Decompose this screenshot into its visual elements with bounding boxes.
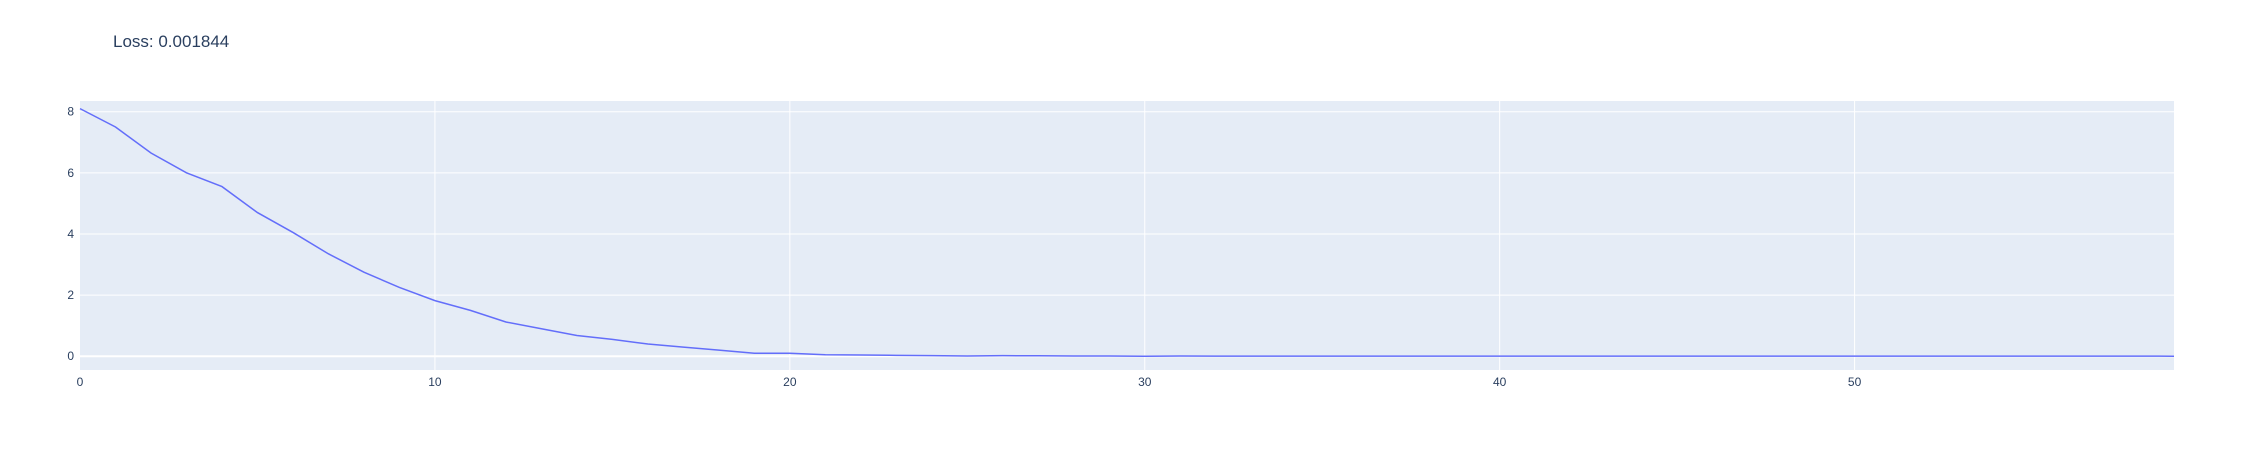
x-tick-label: 30: [1138, 375, 1152, 389]
x-tick-label: 0: [77, 375, 84, 389]
x-tick-label: 20: [783, 375, 797, 389]
plot-background: [80, 101, 2174, 370]
x-tick-label: 10: [428, 375, 442, 389]
loss-line: [79, 107, 2175, 357]
y-tick-label: 4: [67, 227, 74, 241]
y-tick-label: 8: [67, 105, 74, 119]
x-tick-label: 40: [1493, 375, 1507, 389]
axis-ticks: 0 10 20 30 40 50 0 2 4 6 8: [67, 105, 1861, 389]
y-tick-label: 2: [67, 288, 74, 302]
grid-lines: [80, 101, 2174, 370]
x-tick-label: 50: [1848, 375, 1862, 389]
y-tick-label: 6: [67, 166, 74, 180]
chart-title: Loss: 0.001844: [113, 32, 230, 51]
y-tick-label: 0: [67, 349, 74, 363]
